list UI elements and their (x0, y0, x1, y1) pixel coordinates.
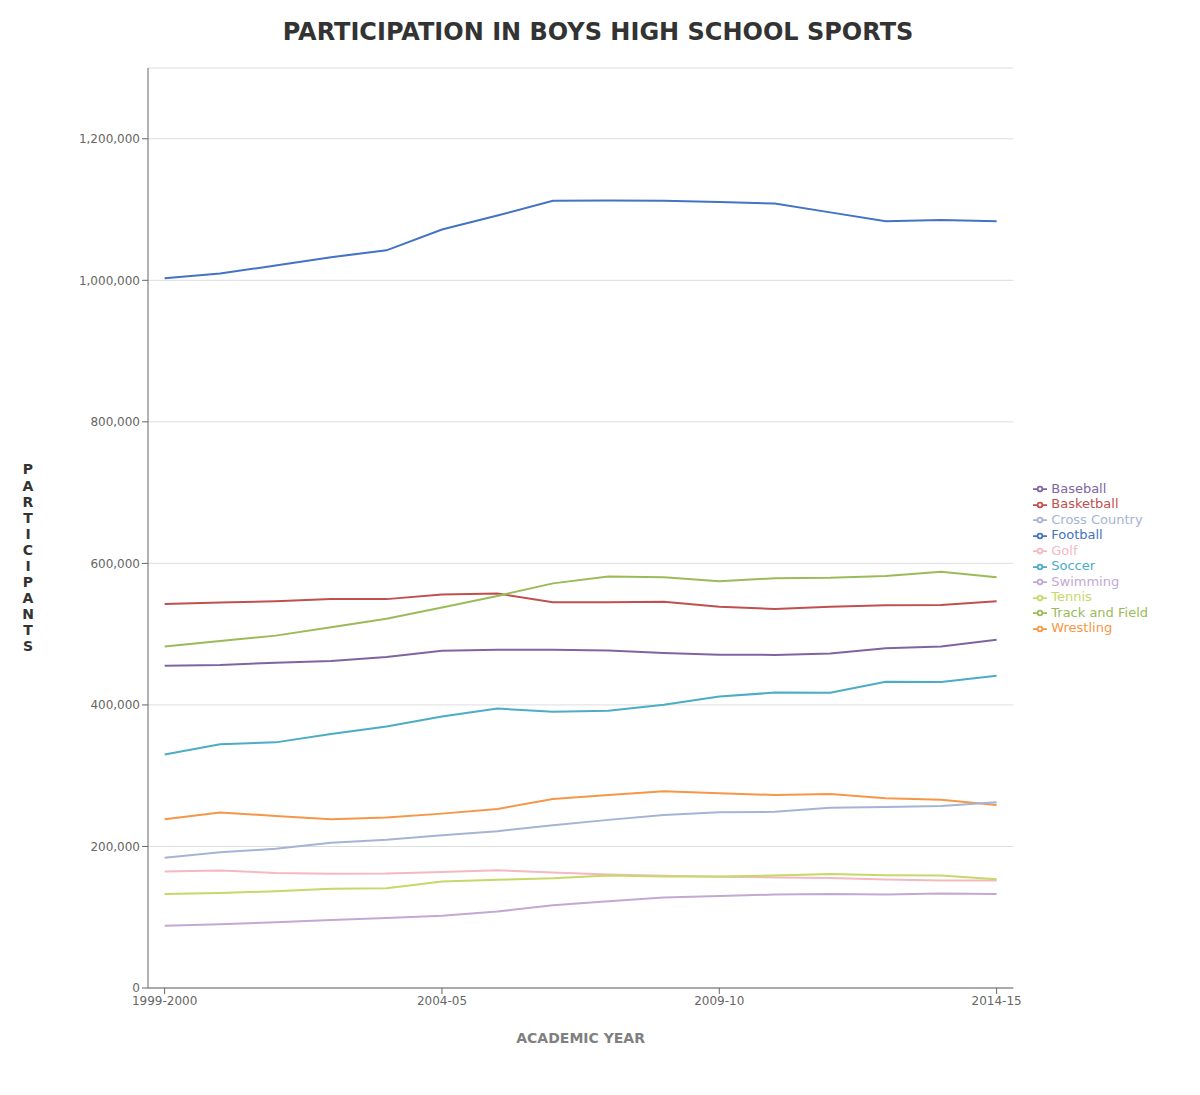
html-text:Track and Field: Track and Field (1051, 604, 1148, 620)
html-text:Wrestling: Wrestling (1051, 620, 1113, 635)
html-text:N: N (22, 606, 34, 623)
svg-text:800,000: 800,000 (90, 415, 140, 429)
html-text:Soccer: Soccer (1051, 558, 1096, 573)
svg-text:400,000: 400,000 (90, 698, 140, 712)
svg-text:2014-15: 2014-15 (972, 994, 1022, 1008)
html-text:Baseball: Baseball (1051, 480, 1107, 496)
svg-text:ACADEMIC YEAR: ACADEMIC YEAR (516, 1030, 645, 1046)
html-text:Tennis: Tennis (1051, 589, 1092, 604)
html-text:I: I (25, 558, 31, 574)
html-text:Golf: Golf (1051, 542, 1078, 558)
html-text:PARTICIPATION IN BOYS HIGH SCH: PARTICIPATION IN BOYS HIGH SCHOOL SPORTS (282, 18, 914, 46)
svg-text:600,000: 600,000 (90, 557, 140, 571)
html-text:I: I (25, 525, 31, 542)
svg-text:2009-10: 2009-10 (694, 994, 744, 1008)
html-text:S: S (23, 638, 33, 655)
html-text:P: P (22, 574, 34, 591)
svg-text:2004-05: 2004-05 (417, 994, 467, 1008)
html-text:C: C (22, 541, 34, 558)
html-text:Swimming: Swimming (1051, 573, 1120, 589)
html-text:Cross Country: Cross Country (1051, 511, 1143, 527)
html-text:P: P (22, 461, 34, 478)
svg-text:1,000,000: 1,000,000 (79, 274, 140, 288)
svg-text:1,200,000: 1,200,000 (79, 132, 140, 146)
html-text:Football: Football (1051, 527, 1103, 542)
svg-text:1999-2000: 1999-2000 (132, 994, 197, 1008)
html-text:R: R (22, 493, 34, 510)
svg-text:0: 0 (132, 981, 140, 995)
html-text:T: T (23, 509, 33, 526)
svg-text:200,000: 200,000 (90, 840, 140, 854)
html-text:A: A (22, 590, 34, 607)
html-text:A: A (22, 477, 34, 494)
html-text:T: T (23, 622, 33, 639)
html-text:Basketball: Basketball (1051, 496, 1119, 511)
